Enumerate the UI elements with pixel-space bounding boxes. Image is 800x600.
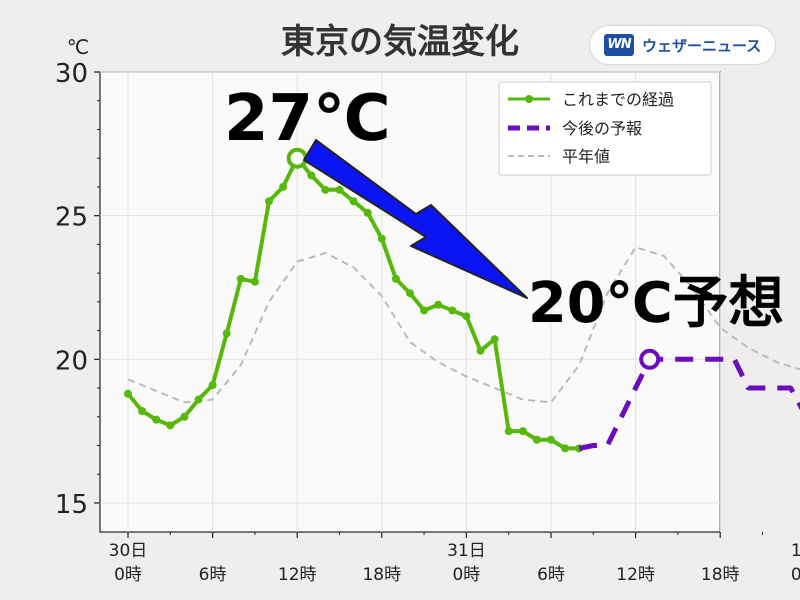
brand-name: ウェザーニュース (642, 37, 762, 55)
series-forecast-line (578, 356, 800, 451)
observed-point (363, 208, 372, 217)
x-tick-label: 1日 (791, 541, 800, 561)
series-normal-line (127, 246, 800, 404)
x-tick-label: 0時 (791, 565, 800, 585)
x-tick-label: 30日 (109, 541, 148, 561)
brand-badge: WN ウェザーニュース (590, 26, 775, 64)
x-tick-label: 18時 (362, 565, 401, 585)
legend-observed-label: これまでの経過 (562, 90, 674, 109)
observed-point (547, 435, 555, 444)
observed-point (448, 306, 457, 315)
observed-point (504, 427, 513, 436)
observed-point (208, 381, 217, 390)
legend-box (498, 81, 712, 176)
observed-point (222, 329, 231, 338)
x-tick-label: 6時 (537, 565, 565, 585)
x-tick-label: 31日 (447, 541, 486, 561)
observed-point (250, 277, 259, 286)
observed-point (307, 171, 316, 180)
y-tick-label: 25 (55, 203, 88, 233)
observed-point (335, 185, 344, 194)
forecast-temp-annotation: 20℃予想 (528, 271, 784, 336)
x-tick-label: 0時 (452, 565, 480, 585)
observed-point (279, 182, 288, 191)
x-tick-label: 18時 (701, 565, 740, 585)
observed-point (518, 427, 527, 436)
y-unit-label: ℃ (67, 35, 89, 59)
observed-point (462, 312, 471, 321)
observed-point (434, 300, 443, 309)
observed-point (377, 234, 386, 243)
y-tick-label: 30 (55, 59, 88, 89)
observed-point (476, 346, 485, 355)
observed-point (490, 335, 499, 344)
x-tick-label: 12時 (616, 565, 655, 585)
observed-point (194, 395, 203, 404)
x-tick-label: 12時 (278, 565, 317, 585)
observed-point (124, 389, 132, 398)
observed-point (349, 197, 358, 206)
observed-point (420, 306, 429, 315)
y-tick-label: 15 (55, 490, 88, 520)
x-tick-label: 0時 (114, 565, 142, 585)
y-tick-label: 20 (55, 346, 88, 376)
observed-point (265, 197, 273, 206)
weathernews-logo-icon: WN (604, 34, 634, 56)
observed-point (138, 407, 147, 416)
observed-point (166, 421, 175, 430)
observed-point (180, 412, 189, 421)
max-temp-annotation: 27℃ (224, 82, 391, 156)
legend-observed-marker (525, 95, 533, 103)
observed-point (391, 274, 400, 283)
observed-point (321, 185, 330, 194)
trend-arrow-icon (303, 139, 528, 299)
legend-forecast-label: 今後の予報 (562, 119, 642, 138)
observed-point (236, 274, 245, 283)
observed-point (152, 415, 161, 424)
observed-point (406, 289, 414, 298)
observed-point (561, 444, 570, 453)
x-tick-label: 6時 (199, 565, 227, 585)
observed-point (532, 435, 541, 444)
forecast-max-marker (639, 348, 661, 370)
page-title: 東京の気温変化 (281, 22, 519, 62)
legend-normal-label: 平年値 (562, 147, 610, 166)
